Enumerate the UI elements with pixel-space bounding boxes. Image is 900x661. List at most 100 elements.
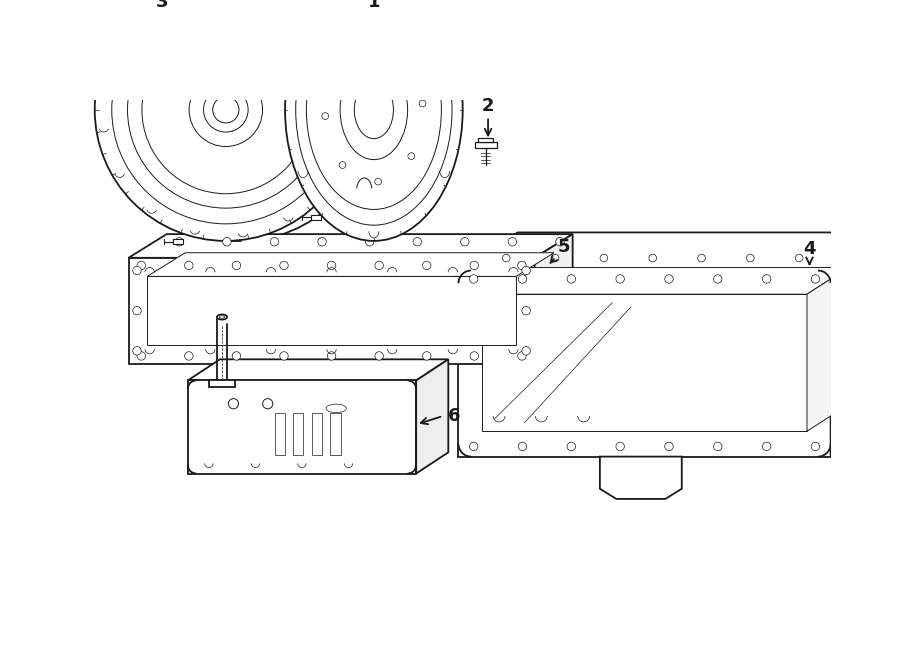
Polygon shape bbox=[482, 294, 807, 431]
Circle shape bbox=[137, 261, 146, 270]
Bar bbox=[311, 413, 322, 455]
Circle shape bbox=[555, 237, 564, 246]
Circle shape bbox=[649, 254, 656, 262]
Polygon shape bbox=[416, 360, 448, 473]
Circle shape bbox=[835, 432, 843, 440]
Ellipse shape bbox=[110, 0, 373, 241]
Ellipse shape bbox=[189, 73, 263, 147]
Bar bbox=[310, 215, 321, 220]
Polygon shape bbox=[807, 268, 849, 431]
Circle shape bbox=[616, 442, 625, 451]
Polygon shape bbox=[129, 234, 572, 258]
Circle shape bbox=[665, 275, 673, 283]
Circle shape bbox=[746, 254, 754, 262]
Circle shape bbox=[508, 237, 517, 246]
Circle shape bbox=[422, 261, 431, 270]
Circle shape bbox=[270, 237, 279, 246]
Bar bbox=[173, 239, 183, 244]
Circle shape bbox=[419, 100, 426, 107]
Bar bbox=[478, 138, 493, 142]
Circle shape bbox=[333, 60, 340, 67]
Circle shape bbox=[402, 51, 409, 58]
Circle shape bbox=[522, 307, 530, 315]
Circle shape bbox=[522, 346, 530, 355]
Polygon shape bbox=[188, 381, 416, 473]
Circle shape bbox=[232, 261, 240, 270]
Ellipse shape bbox=[340, 60, 408, 159]
Circle shape bbox=[567, 275, 576, 283]
Circle shape bbox=[422, 352, 431, 360]
Circle shape bbox=[811, 442, 820, 451]
Ellipse shape bbox=[220, 316, 225, 319]
Bar bbox=[330, 413, 340, 455]
Circle shape bbox=[133, 307, 141, 315]
Text: 6: 6 bbox=[448, 407, 461, 425]
Circle shape bbox=[714, 275, 722, 283]
Circle shape bbox=[714, 442, 722, 451]
Text: 1: 1 bbox=[367, 0, 380, 11]
Polygon shape bbox=[600, 457, 682, 499]
Circle shape bbox=[366, 34, 373, 42]
Circle shape bbox=[796, 254, 803, 262]
Circle shape bbox=[229, 399, 238, 408]
Circle shape bbox=[328, 261, 336, 270]
Circle shape bbox=[374, 178, 382, 185]
Circle shape bbox=[762, 275, 770, 283]
Circle shape bbox=[552, 254, 559, 262]
Circle shape bbox=[280, 352, 288, 360]
Circle shape bbox=[665, 442, 673, 451]
Text: 4: 4 bbox=[804, 241, 815, 258]
Polygon shape bbox=[458, 270, 831, 457]
Text: 3: 3 bbox=[156, 0, 168, 11]
Circle shape bbox=[835, 328, 843, 336]
Circle shape bbox=[762, 442, 770, 451]
Circle shape bbox=[567, 442, 576, 451]
Bar bbox=[474, 142, 497, 148]
Circle shape bbox=[318, 237, 327, 246]
Circle shape bbox=[518, 352, 526, 360]
Circle shape bbox=[184, 261, 194, 270]
Ellipse shape bbox=[94, 0, 357, 241]
Circle shape bbox=[698, 254, 706, 262]
Circle shape bbox=[184, 352, 194, 360]
Polygon shape bbox=[458, 233, 890, 270]
Polygon shape bbox=[209, 381, 235, 387]
Circle shape bbox=[137, 352, 146, 360]
Circle shape bbox=[408, 153, 415, 159]
Bar bbox=[293, 413, 303, 455]
Circle shape bbox=[375, 261, 383, 270]
Polygon shape bbox=[482, 268, 849, 294]
Circle shape bbox=[232, 352, 240, 360]
Circle shape bbox=[522, 266, 530, 275]
Polygon shape bbox=[188, 360, 448, 381]
Circle shape bbox=[222, 237, 231, 246]
Circle shape bbox=[133, 346, 141, 355]
Circle shape bbox=[263, 399, 273, 408]
Text: 5: 5 bbox=[558, 238, 571, 256]
Circle shape bbox=[518, 275, 526, 283]
Circle shape bbox=[365, 237, 374, 246]
Ellipse shape bbox=[217, 315, 227, 319]
Circle shape bbox=[176, 237, 184, 246]
Polygon shape bbox=[148, 276, 516, 345]
Circle shape bbox=[470, 275, 478, 283]
Circle shape bbox=[502, 254, 510, 262]
Circle shape bbox=[811, 275, 820, 283]
Polygon shape bbox=[129, 258, 535, 364]
Ellipse shape bbox=[203, 87, 248, 132]
Bar bbox=[274, 413, 284, 455]
Circle shape bbox=[835, 379, 843, 388]
Polygon shape bbox=[831, 233, 890, 457]
Circle shape bbox=[328, 352, 336, 360]
Circle shape bbox=[413, 237, 421, 246]
Circle shape bbox=[339, 162, 346, 169]
Circle shape bbox=[470, 352, 479, 360]
Circle shape bbox=[280, 261, 288, 270]
Circle shape bbox=[470, 442, 478, 451]
Ellipse shape bbox=[285, 0, 463, 241]
Circle shape bbox=[322, 112, 328, 120]
Ellipse shape bbox=[306, 10, 441, 210]
Bar bbox=[130, 0, 140, 5]
Circle shape bbox=[461, 237, 469, 246]
Circle shape bbox=[133, 266, 141, 275]
